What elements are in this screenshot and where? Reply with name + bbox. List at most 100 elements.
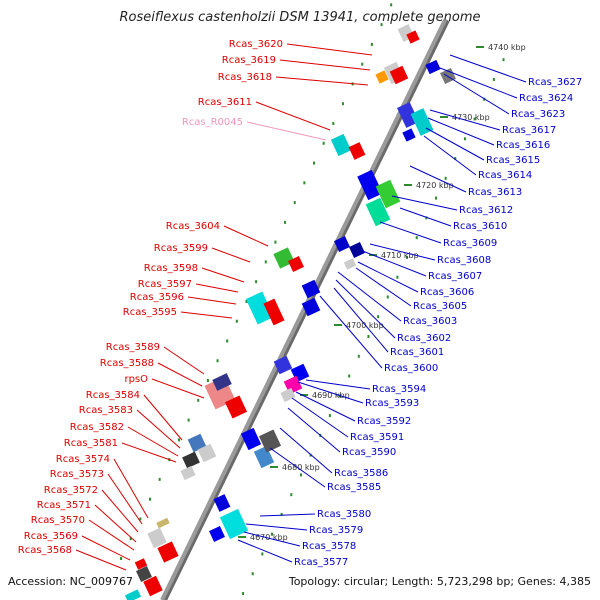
tick-right [284, 220, 287, 224]
left-gene-label: Rcas_3620 [229, 39, 283, 50]
tick-left [251, 572, 254, 576]
left-gene-label: rpsO [124, 374, 148, 385]
scale-mark-label: 4720 kbp [416, 181, 454, 190]
gene-feature [301, 279, 321, 299]
gene-feature [365, 197, 391, 227]
right-gene-label: Rcas_3613 [468, 187, 522, 198]
left-gene-label: Rcas_3619 [222, 55, 276, 66]
right-leader-line [427, 117, 495, 146]
scale-mark-label: 4740 kbp [488, 43, 526, 52]
tick-right [226, 339, 229, 343]
right-leader-line [379, 221, 442, 244]
scale-mark-label: 4730 kbp [452, 113, 490, 122]
right-gene-label: Rcas_3608 [437, 255, 491, 266]
left-leader-line [211, 247, 251, 263]
right-leader-line [355, 267, 412, 307]
gene-feature [375, 179, 401, 209]
gene-feature [425, 59, 441, 75]
tick-right [264, 260, 267, 264]
gene-feature [375, 70, 389, 84]
gene-feature [187, 433, 207, 453]
right-gene-label: Rcas_3579 [309, 525, 363, 536]
genome-backbone [160, 19, 447, 600]
tick-left [290, 493, 293, 497]
left-leader-line [94, 504, 137, 543]
right-gene-label: Rcas_3615 [486, 155, 540, 166]
left-leader-line [143, 394, 183, 441]
map-title: Roseiflexus castenholzii DSM 13941, comp… [119, 10, 481, 25]
right-gene-label: Rcas_3590 [342, 447, 396, 458]
gene-feature [301, 297, 321, 317]
tick-left [348, 374, 351, 378]
tick-left [270, 532, 273, 536]
gene-feature [224, 395, 248, 419]
gene-feature [288, 256, 304, 272]
left-gene-label: Rcas_3574 [56, 454, 110, 465]
scale-mark-label: 4690 kbp [312, 391, 350, 400]
tick-left [434, 196, 437, 200]
left-leader-line [223, 225, 269, 247]
right-leader-line [243, 531, 301, 547]
right-leader-line [425, 127, 485, 161]
tick-left [444, 176, 447, 180]
gene-feature [349, 242, 365, 258]
right-leader-line [237, 539, 293, 563]
left-gene-label: Rcas_3604 [166, 221, 220, 232]
accession-label: Accession: NC_009767 [8, 575, 134, 588]
right-leader-line [359, 249, 427, 277]
gene-feature [197, 443, 217, 463]
tick-right [245, 299, 248, 303]
left-leader-line [163, 346, 205, 375]
left-leader-line [201, 267, 245, 283]
left-leader-line [81, 535, 131, 561]
scale-mark-label: 4670 kbp [250, 533, 288, 542]
right-gene-label: Rcas_3594 [372, 384, 426, 395]
right-gene-label: Rcas_3609 [443, 238, 497, 249]
tick-right [158, 477, 161, 481]
right-leader-line [357, 261, 419, 293]
gene-feature [212, 373, 232, 391]
gene-feature [253, 445, 275, 469]
right-gene-label: Rcas_3593 [365, 398, 419, 409]
gene-feature [143, 575, 163, 597]
left-gene-label: Rcas_3569 [24, 531, 78, 542]
gene-feature [258, 429, 282, 453]
tick-left [425, 216, 428, 220]
left-leader-line [187, 296, 237, 305]
right-leader-line [369, 243, 436, 261]
tick-right [255, 280, 258, 284]
tick-right [274, 240, 277, 244]
right-leader-line [297, 381, 364, 404]
left-leader-line [275, 76, 369, 86]
left-leader-line [75, 549, 127, 571]
gene-feature [357, 169, 383, 201]
gene-feature [180, 465, 196, 481]
gene-feature [343, 258, 357, 270]
gene-feature [213, 494, 231, 512]
left-leader-line [121, 442, 177, 463]
right-gene-label: Rcas_3585 [327, 482, 381, 493]
left-leader-line [195, 283, 239, 293]
right-leader-line [335, 279, 396, 339]
gene-feature [182, 451, 200, 469]
tick-left [406, 255, 409, 259]
tick-left [367, 334, 370, 338]
right-leader-line [333, 287, 389, 353]
gene-feature [147, 527, 167, 549]
tick-right [216, 359, 219, 363]
tick-left [502, 58, 505, 62]
right-gene-label: Rcas_3606 [420, 287, 474, 298]
tick-left [299, 473, 302, 477]
right-gene-label: Rcas_3577 [294, 557, 348, 568]
tick-left [261, 552, 264, 556]
tick-right [197, 398, 200, 402]
tick-left [357, 354, 360, 358]
tick-left [454, 157, 457, 161]
right-leader-line [259, 513, 316, 517]
left-leader-line [279, 59, 371, 71]
gene-feature [330, 133, 352, 157]
gene-feature [124, 589, 142, 600]
left-leader-line [180, 311, 233, 319]
gene-feature [334, 236, 350, 252]
